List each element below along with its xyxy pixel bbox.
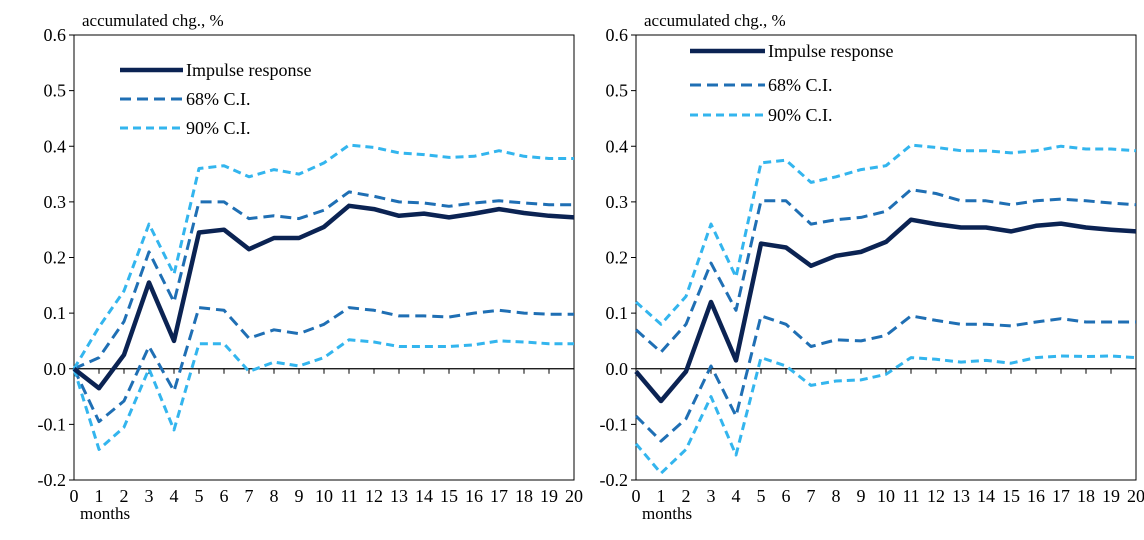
x-tick-label: 20: [1127, 486, 1144, 506]
series-line-ci90: [634, 354, 1137, 475]
x-tick-label: 12: [365, 486, 383, 506]
x-tick-label: 10: [315, 486, 333, 506]
y-tick-label: 0.6: [44, 25, 67, 45]
x-tick-label: 3: [145, 486, 154, 506]
x-tick-label: 20: [565, 486, 583, 506]
x-tick-label: 15: [440, 486, 458, 506]
x-tick-label: 9: [295, 486, 304, 506]
series-line-impulse-response: [634, 217, 1137, 404]
x-tick-label: 17: [1052, 486, 1070, 506]
x-tick-label: 4: [732, 486, 741, 506]
chart-panel-2: 0.60.50.40.30.20.10.0-0.1-0.20 1 2 3 4 5 6 7 8 9 1…: [600, 11, 1144, 523]
y-tick-label: 0.0: [44, 359, 67, 379]
x-tick-label: 17: [490, 486, 508, 506]
x-tick-label: 14: [415, 486, 433, 506]
series-line-ci68: [635, 188, 1137, 354]
legend-label: 68% C.I.: [186, 89, 251, 109]
x-tick-label: 14: [977, 486, 995, 506]
y-tick-label: 0.1: [606, 303, 629, 323]
y-tick-label: 0.6: [606, 25, 629, 45]
x-tick-label: 2: [682, 486, 691, 506]
legend-label: Impulse response: [186, 60, 311, 80]
x-tick-label: 10: [877, 486, 895, 506]
legend-label: 90% C.I.: [186, 118, 251, 138]
x-tick-label: 18: [515, 486, 533, 506]
x-tick-label: 9: [857, 486, 866, 506]
x-tick-label: 13: [390, 486, 408, 506]
legend: Impulse response 68% C.I. 90% C.I.: [690, 41, 893, 125]
x-axis-label: months: [642, 504, 692, 523]
y-tick-label: -0.2: [600, 470, 629, 490]
y-tick-label: 0.3: [606, 192, 629, 212]
x-axis-label: months: [80, 504, 130, 523]
y-tick-label: -0.1: [38, 414, 67, 434]
y-tick-label: 0.1: [44, 303, 67, 323]
x-tick-label: 0: [632, 486, 641, 506]
x-tick-label: 11: [902, 486, 919, 506]
y-tick-label: 0.5: [44, 81, 67, 101]
y-tick-label: 0.4: [606, 136, 629, 156]
plot-frame: [73, 34, 575, 481]
x-tick-label: 13: [952, 486, 970, 506]
legend-label: 68% C.I.: [768, 75, 833, 95]
y-tick-label: -0.2: [38, 470, 67, 490]
y-axis-label: accumulated chg., %: [82, 11, 224, 30]
x-tick-label: 7: [807, 486, 816, 506]
x-tick-label: 19: [540, 486, 558, 506]
series-line-ci68: [73, 190, 574, 371]
series-line-impulse-response: [72, 203, 575, 391]
x-tick-label: 7: [245, 486, 254, 506]
x-tick-label: 6: [220, 486, 229, 506]
x-tick-label: 8: [270, 486, 279, 506]
series-line-ci90: [635, 143, 1137, 326]
x-tick-label: 16: [465, 486, 483, 506]
x-tick-label: 12: [927, 486, 945, 506]
series-line-ci90: [72, 143, 574, 370]
plot-frame: [635, 34, 1137, 481]
x-tick-label: 2: [120, 486, 129, 506]
y-tick-label: 0.2: [606, 248, 629, 268]
y-tick-label: 0.2: [44, 248, 67, 268]
series-line-ci90: [72, 338, 574, 451]
y-tick-label: 0.4: [44, 136, 67, 156]
legend: Impulse response 68% C.I. 90% C.I.: [120, 60, 311, 138]
x-tick-label: 18: [1077, 486, 1095, 506]
x-tick-label: 5: [195, 486, 204, 506]
y-axis-label: accumulated chg., %: [644, 11, 786, 30]
series-line-ci68: [72, 306, 574, 424]
y-tick-label: 0.3: [44, 192, 67, 212]
chart-panel-1: 0.60.50.40.30.20.10.0-0.1-0.20 1 2 3 4 5 6 7 8 9 1…: [38, 11, 584, 523]
x-tick-label: 15: [1002, 486, 1020, 506]
series-line-ci68: [634, 314, 1136, 443]
x-tick-label: 8: [832, 486, 841, 506]
legend-label: Impulse response: [768, 41, 893, 61]
x-tick-label: 1: [657, 486, 666, 506]
x-tick-label: 11: [340, 486, 357, 506]
y-tick-label: -0.1: [600, 414, 629, 434]
x-tick-label: 4: [170, 486, 179, 506]
x-tick-label: 16: [1027, 486, 1045, 506]
x-tick-label: 5: [757, 486, 766, 506]
x-tick-label: 6: [782, 486, 791, 506]
y-tick-label: 0.5: [606, 81, 629, 101]
legend-label: 90% C.I.: [768, 105, 833, 125]
x-tick-label: 1: [95, 486, 104, 506]
x-tick-label: 0: [70, 486, 79, 506]
x-tick-label: 3: [707, 486, 716, 506]
y-tick-label: 0.0: [606, 359, 629, 379]
x-tick-label: 19: [1102, 486, 1120, 506]
